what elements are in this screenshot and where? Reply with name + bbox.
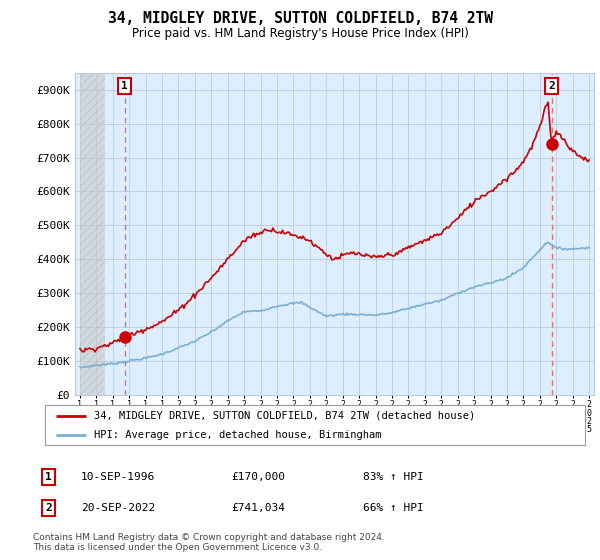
Text: £170,000: £170,000 <box>231 472 285 482</box>
Text: £741,034: £741,034 <box>231 503 285 513</box>
Text: 2: 2 <box>45 503 52 513</box>
Text: Price paid vs. HM Land Registry's House Price Index (HPI): Price paid vs. HM Land Registry's House … <box>131 27 469 40</box>
Text: 20-SEP-2022: 20-SEP-2022 <box>81 503 155 513</box>
Text: HPI: Average price, detached house, Birmingham: HPI: Average price, detached house, Birm… <box>94 430 381 440</box>
Text: 10-SEP-1996: 10-SEP-1996 <box>81 472 155 482</box>
Text: 1: 1 <box>45 472 52 482</box>
Text: 83% ↑ HPI: 83% ↑ HPI <box>363 472 424 482</box>
Text: 34, MIDGLEY DRIVE, SUTTON COLDFIELD, B74 2TW (detached house): 34, MIDGLEY DRIVE, SUTTON COLDFIELD, B74… <box>94 411 475 421</box>
Bar <box>80 73 104 395</box>
Text: 2: 2 <box>548 81 555 91</box>
Text: Contains HM Land Registry data © Crown copyright and database right 2024.: Contains HM Land Registry data © Crown c… <box>33 533 385 542</box>
Text: 34, MIDGLEY DRIVE, SUTTON COLDFIELD, B74 2TW: 34, MIDGLEY DRIVE, SUTTON COLDFIELD, B74… <box>107 11 493 26</box>
Text: This data is licensed under the Open Government Licence v3.0.: This data is licensed under the Open Gov… <box>33 543 322 552</box>
Text: 66% ↑ HPI: 66% ↑ HPI <box>363 503 424 513</box>
Text: 1: 1 <box>121 81 128 91</box>
